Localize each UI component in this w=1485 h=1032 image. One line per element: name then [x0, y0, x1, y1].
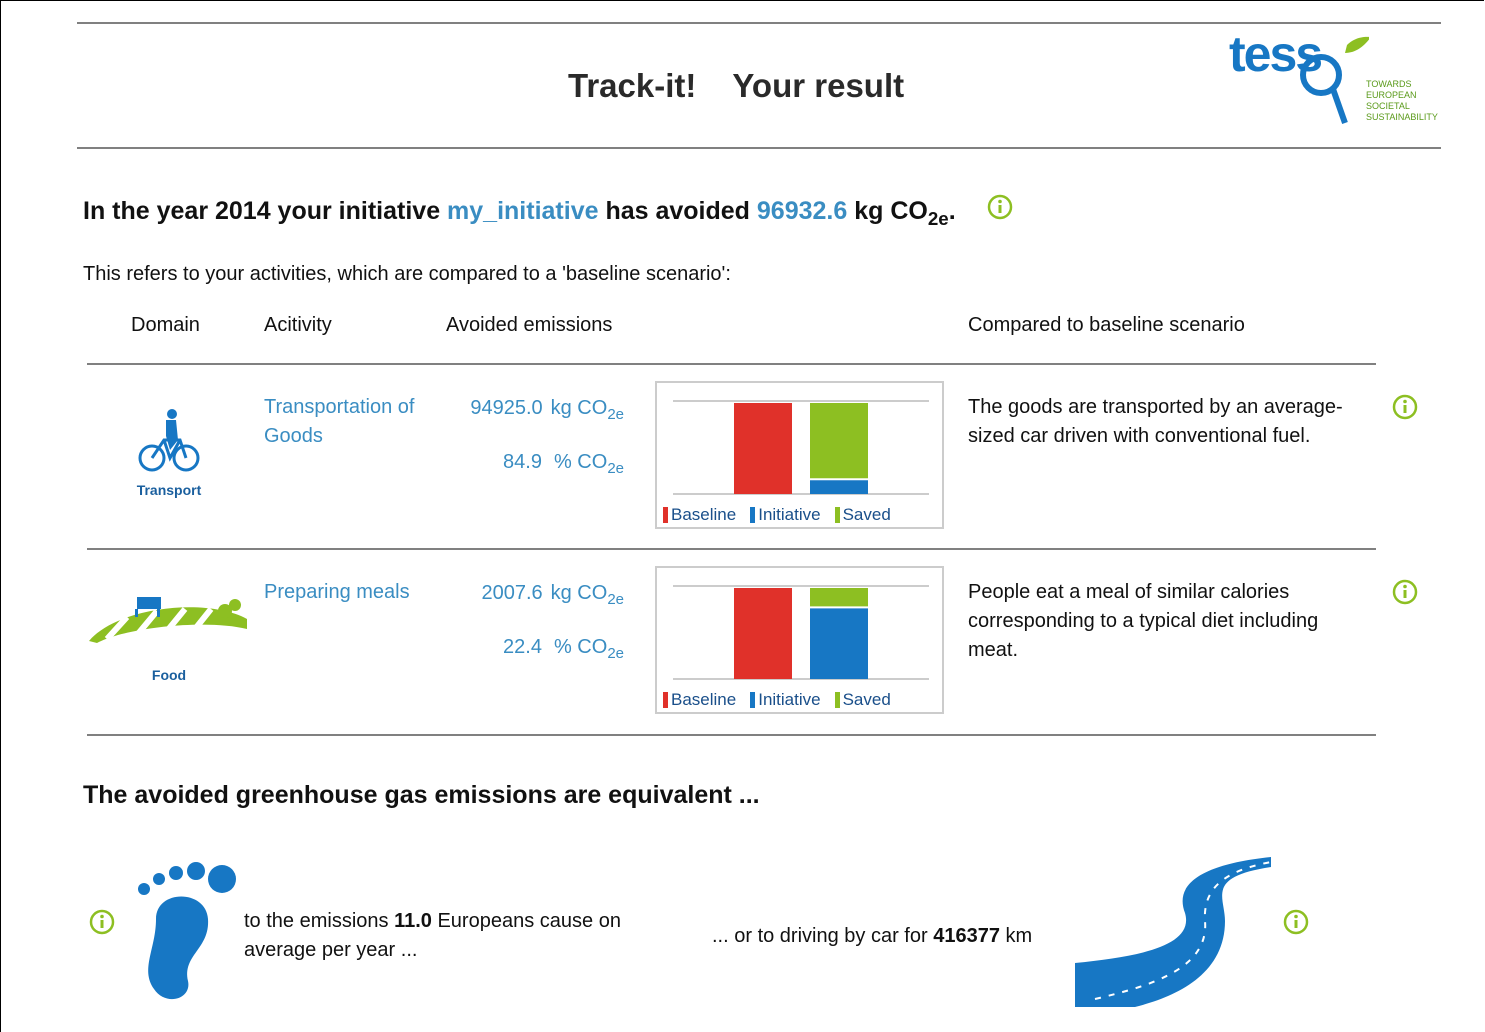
divider [87, 363, 1376, 365]
info-dot [1403, 400, 1407, 404]
info-icon[interactable] [1392, 579, 1418, 610]
tagline-line: TOWARDS [1366, 79, 1438, 90]
column-header: Acitivity [264, 314, 332, 337]
unit: % CO [554, 451, 607, 473]
info-glyph [1392, 579, 1418, 605]
tagline-line: EUROPEAN [1366, 90, 1438, 101]
saved-bar [810, 588, 868, 606]
initiative-bar [810, 480, 868, 494]
info-dot [1403, 585, 1407, 589]
info-icon[interactable] [1392, 394, 1418, 425]
legend: Baseline Initiative Saved [663, 690, 891, 710]
value: 22.4 [503, 636, 542, 658]
activity: Transportation of Goods [264, 393, 434, 451]
legend-item: Saved [835, 690, 891, 710]
legend: Baseline Initiative Saved [663, 505, 891, 525]
unit-sub: 2e [607, 645, 624, 662]
transport-icon [136, 406, 202, 476]
page-title: Track-it!Your result [568, 67, 904, 105]
baseline-bar [734, 403, 792, 494]
info-icon[interactable] [1283, 909, 1309, 940]
legend-label: Initiative [758, 690, 820, 710]
footprint-icon [126, 859, 238, 1007]
legend-swatch [663, 507, 668, 523]
unit: kg CO [551, 582, 608, 604]
description: The goods are transported by an average-… [968, 393, 1363, 451]
activity: Preparing meals [264, 578, 434, 607]
avoided-kg: 94925.0 kg CO2e [470, 394, 624, 429]
page: Track-it!Your result tess TOWARDS EUROPE… [0, 0, 1484, 1032]
logo-tagline: TOWARDS EUROPEAN SOCIETAL SUSTAINABILITY [1366, 79, 1438, 123]
unit-sub: 2e [607, 460, 624, 477]
legend-swatch [835, 507, 840, 523]
legend-swatch [750, 692, 755, 708]
value: 2007.6 [481, 582, 542, 604]
unit-sub: 2e [607, 406, 624, 423]
avoided-percent: 84.9 % CO2e [503, 448, 624, 483]
avoided-percent: 22.4 % CO2e [503, 633, 624, 668]
road-icon [1075, 857, 1273, 1007]
initiative-name: my_initiative [447, 197, 598, 225]
initiative-bar [810, 608, 868, 679]
legend-swatch [663, 692, 668, 708]
info-icon[interactable] [987, 194, 1013, 225]
comparison-chart: Baseline Initiative Saved [655, 566, 944, 714]
legend-label: Baseline [671, 505, 736, 525]
info-glyph [1392, 394, 1418, 420]
summary: In the year 2014 your initiative my_init… [83, 197, 956, 230]
comparison-chart: Baseline Initiative Saved [655, 381, 944, 529]
legend-label: Saved [843, 505, 891, 525]
equivalent-title: The avoided greenhouse gas emissions are… [83, 781, 760, 810]
column-header: Compared to baseline scenario [968, 314, 1245, 337]
domain-label: Food [101, 667, 237, 683]
baseline-bar [734, 588, 792, 679]
unit: % CO [554, 636, 607, 658]
legend-label: Baseline [671, 690, 736, 710]
info-icon[interactable] [89, 909, 115, 940]
total-amount: 96932.6 [757, 197, 847, 225]
legend-item: Saved [835, 505, 891, 525]
tagline-line: SUSTAINABILITY [1366, 112, 1438, 123]
value: 94925.0 [470, 397, 542, 419]
people-equivalent: to the emissions 11.0 Europeans cause on… [244, 907, 644, 965]
description: People eat a meal of similar calories co… [968, 578, 1363, 665]
legend-swatch [750, 507, 755, 523]
info-glyph [89, 909, 115, 935]
info-glyph [987, 194, 1013, 220]
domain-label: Transport [101, 482, 237, 498]
unit: kg CO [551, 397, 608, 419]
unit-sub: 2e [607, 591, 624, 608]
divider [87, 548, 1376, 550]
legend-item: Baseline [663, 505, 736, 525]
info-dot [100, 915, 104, 919]
saved-bar [810, 403, 868, 478]
column-header: Domain [131, 314, 200, 337]
tagline-line: SOCIETAL [1366, 101, 1438, 112]
driving-equivalent: ... or to driving by car for 416377 km [712, 922, 1032, 951]
divider [77, 22, 1441, 24]
legend-item: Baseline [663, 690, 736, 710]
info-dot [998, 200, 1002, 204]
legend-item: Initiative [750, 505, 820, 525]
logo: tess TOWARDS EUROPEAN SOCIETAL SUSTAINAB… [1229, 31, 1439, 131]
legend-label: Initiative [758, 505, 820, 525]
column-header: Avoided emissions [446, 314, 612, 337]
avoided-kg: 2007.6 kg CO2e [481, 579, 624, 614]
divider [87, 734, 1376, 736]
food-icon [87, 589, 252, 649]
info-glyph [1283, 909, 1309, 935]
legend-swatch [835, 692, 840, 708]
logo-text: tess [1229, 25, 1321, 83]
value: 84.9 [503, 451, 542, 473]
intro: This refers to your activities, which ar… [83, 263, 731, 286]
legend-item: Initiative [750, 690, 820, 710]
info-dot [1294, 915, 1298, 919]
legend-label: Saved [843, 690, 891, 710]
divider [77, 147, 1441, 149]
